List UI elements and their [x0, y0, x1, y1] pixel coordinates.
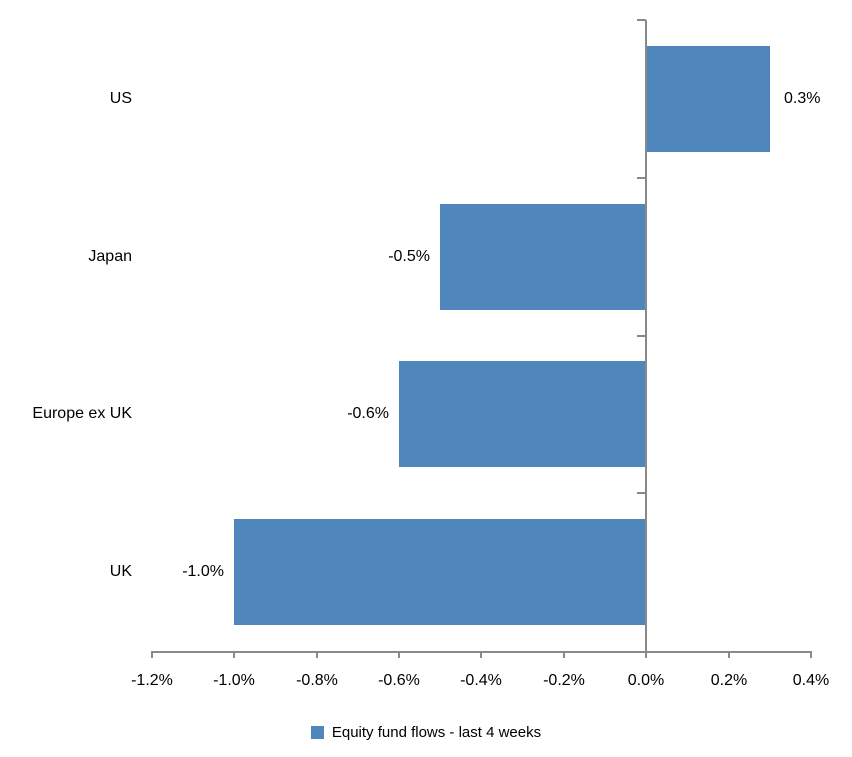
- x-tick-label-8: 0.4%: [792, 672, 830, 689]
- x-axis-tick: [645, 651, 647, 658]
- legend: Equity fund flows - last 4 weeks: [0, 724, 852, 741]
- y-axis-tick: [637, 492, 646, 494]
- category-label-japan: Japan: [88, 248, 132, 265]
- x-axis-tick: [728, 651, 730, 658]
- x-axis-tick: [233, 651, 235, 658]
- category-label-us: US: [109, 90, 132, 107]
- bar-uk: [234, 519, 647, 625]
- data-label-uk: -1.0%: [182, 563, 224, 580]
- y-axis-tick: [637, 177, 646, 179]
- x-axis-tick: [316, 651, 318, 658]
- bar-europe-ex-uk: [399, 361, 647, 467]
- x-tick-label-2: -0.8%: [296, 672, 338, 689]
- zero-axis-line: [645, 20, 647, 651]
- x-axis-tick: [480, 651, 482, 658]
- x-tick-label-1: -1.0%: [213, 672, 255, 689]
- category-label-europe-ex-uk: Europe ex UK: [32, 405, 132, 422]
- data-label-europe-ex-uk: -0.6%: [347, 405, 389, 422]
- legend-label: Equity fund flows - last 4 weeks: [331, 724, 542, 741]
- bar-us: [646, 46, 771, 152]
- x-tick-label-0: -1.2%: [131, 672, 173, 689]
- x-tick-label-3: -0.6%: [378, 672, 420, 689]
- data-label-us: 0.3%: [784, 90, 821, 107]
- x-tick-label-6: 0.0%: [627, 672, 665, 689]
- x-axis-tick: [398, 651, 400, 658]
- x-axis-tick: [810, 651, 812, 658]
- x-axis-tick: [563, 651, 565, 658]
- data-label-japan: -0.5%: [388, 248, 430, 265]
- bar-japan: [440, 204, 647, 310]
- legend-marker-icon: [310, 726, 324, 739]
- x-tick-label-4: -0.4%: [460, 672, 502, 689]
- y-axis-tick: [637, 335, 646, 337]
- x-tick-label-7: 0.2%: [710, 672, 748, 689]
- category-label-uk: UK: [109, 563, 132, 580]
- x-axis-tick: [151, 651, 153, 658]
- x-tick-label-5: -0.2%: [543, 672, 585, 689]
- y-axis-tick: [637, 19, 646, 21]
